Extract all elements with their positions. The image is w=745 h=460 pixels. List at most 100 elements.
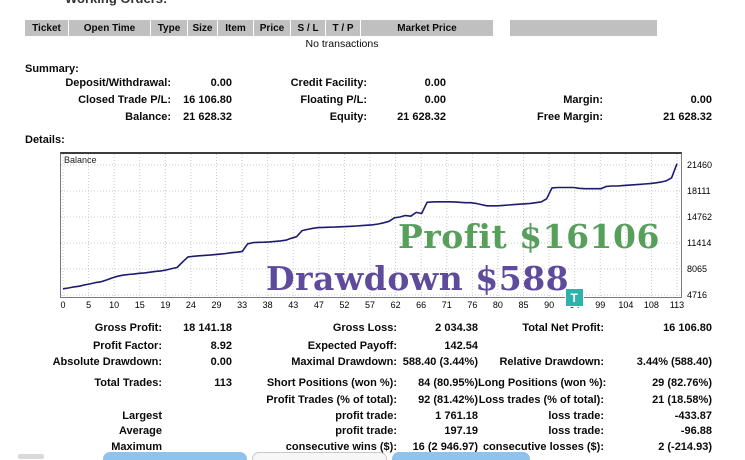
- stat-value: 0.00: [210, 356, 232, 368]
- summary-value: 21 628.32: [183, 111, 232, 123]
- summary-label: Credit Facility:: [290, 77, 367, 89]
- col-market-price: Market Price: [361, 20, 493, 36]
- summary-value: 0.00: [424, 94, 446, 106]
- x-tick-label: 80: [492, 300, 503, 310]
- no-transactions-message: No transactions: [305, 38, 379, 50]
- x-tick-label: 113: [669, 300, 685, 310]
- x-tick-label: 47: [313, 300, 324, 310]
- balance-chart-plot: [61, 154, 681, 297]
- stat-value: 16 (2 946.97): [412, 441, 478, 453]
- col-type: Type: [151, 20, 187, 36]
- stat-value: 84 (80.95%): [418, 377, 478, 389]
- summary-value: 0.00: [210, 77, 232, 89]
- stat-value: 142.54: [444, 340, 478, 352]
- x-tick-label: 15: [134, 300, 145, 310]
- stat-value: -433.87: [674, 410, 712, 422]
- summary-row: Closed Trade P/L: 16 106.80 Floating P/L…: [25, 94, 712, 107]
- summary-row: Balance: 21 628.32 Equity: 21 628.32 Fre…: [25, 111, 712, 124]
- y-tick-label: 14762: [687, 212, 713, 222]
- col-item: Item: [218, 20, 253, 36]
- summary-value: 21 628.32: [663, 111, 712, 123]
- col-price: Price: [254, 20, 290, 36]
- stats-row: Maximum consecutive wins ($): 16 (2 946.…: [25, 441, 712, 454]
- stats-row: Total Trades: 113 Short Positions (won %…: [25, 377, 712, 390]
- chart-series-label: Balance: [64, 155, 97, 165]
- toolbar-button-1[interactable]: [103, 452, 247, 460]
- stat-value: 16 106.80: [663, 322, 712, 334]
- summary-label: Margin:: [563, 94, 603, 106]
- stat-label: consecutive losses ($):: [482, 441, 604, 453]
- stat-label: Maximum: [111, 441, 162, 453]
- stat-value: [162, 394, 232, 407]
- stat-value: 588.40 (3.44%): [402, 356, 478, 368]
- x-tick-label: 19: [160, 300, 171, 310]
- x-tick-label: 104: [618, 300, 634, 310]
- stat-value: 113: [214, 377, 232, 389]
- x-tick-label: 33: [237, 300, 248, 310]
- x-tick-label: 0: [60, 300, 66, 310]
- y-tick-label: 11414: [687, 237, 712, 248]
- stat-label: [25, 394, 162, 407]
- stat-label: Maximal Drawdown:: [291, 356, 397, 368]
- stat-label: profit trade:: [335, 410, 397, 422]
- stat-label: Loss trades (% of total):: [478, 394, 604, 406]
- stat-value: 3.44% (588.40): [636, 356, 712, 368]
- stat-value: -96.88: [680, 425, 712, 437]
- stat-label: Gross Profit:: [94, 322, 162, 334]
- orders-table-header: Ticket Open Time Type Size Item Price S …: [25, 20, 657, 36]
- stat-value: [604, 340, 712, 353]
- stat-label: Short Positions (won %):: [266, 377, 397, 389]
- col-empty: [510, 20, 657, 36]
- summary-label: Deposit/Withdrawal:: [65, 77, 171, 89]
- y-tick-label: 21460: [687, 160, 713, 170]
- stat-label: Profit Factor:: [92, 340, 162, 352]
- summary-value: 0.00: [424, 77, 446, 89]
- stat-label: Average: [118, 425, 162, 437]
- stat-label: Expected Payoff:: [307, 340, 397, 352]
- stat-label: loss trade:: [548, 425, 604, 437]
- summary-row: Deposit/Withdrawal: 0.00 Credit Facility…: [25, 77, 712, 90]
- stat-value: 18 141.18: [183, 322, 232, 334]
- details-heading: Details:: [25, 134, 65, 146]
- x-tick-label: 99: [595, 300, 606, 310]
- toolbar-button-2[interactable]: [252, 452, 387, 460]
- summary-label: Equity:: [329, 111, 367, 123]
- stat-label: Largest: [122, 410, 162, 422]
- stat-value: 2 (-214.93): [658, 441, 712, 453]
- col-size: Size: [188, 20, 217, 36]
- col-tp: T / P: [326, 20, 360, 36]
- stat-label: [478, 340, 604, 353]
- stat-label: Long Positions (won %):: [478, 377, 607, 389]
- stats-row: Largest profit trade: 1 761.18 loss trad…: [25, 410, 712, 423]
- x-tick-label: 85: [518, 300, 529, 310]
- y-tick-label: 8065: [687, 263, 708, 274]
- toolbar-button-3[interactable]: [392, 452, 530, 460]
- summary-value: 16 106.80: [183, 94, 232, 106]
- stat-label: consecutive wins ($):: [285, 441, 397, 453]
- stat-label: Total Trades:: [94, 377, 162, 389]
- x-tick-label: 108: [643, 300, 659, 310]
- x-tick-label: 24: [185, 300, 196, 310]
- x-tick-label: 71: [441, 300, 452, 310]
- summary-label: Balance:: [125, 111, 171, 123]
- x-tick-label: 66: [416, 300, 427, 310]
- stats-row: Gross Profit: 18 141.18 Gross Loss: 2 03…: [25, 322, 712, 335]
- y-tick-label: 18111: [687, 186, 711, 196]
- x-tick-label: 10: [109, 300, 120, 310]
- summary-value: [603, 77, 712, 90]
- summary-value: 21 628.32: [397, 111, 446, 123]
- stats-row: Profit Trades (% of total): 92 (81.42%) …: [25, 394, 712, 407]
- balance-curve: [62, 163, 678, 290]
- stat-value: 2 034.38: [435, 322, 478, 334]
- stat-label: Total Net Profit:: [522, 322, 604, 334]
- stat-label: loss trade:: [548, 410, 604, 422]
- text-tool-icon[interactable]: T: [564, 288, 584, 307]
- x-tick-label: 5: [86, 300, 92, 310]
- summary-heading: Summary:: [25, 63, 79, 75]
- stat-value: 29 (82.76%): [652, 377, 712, 389]
- stat-value: 21 (18.58%): [652, 394, 712, 406]
- summary-label: Floating P/L:: [300, 94, 367, 106]
- stat-value: 8.92: [210, 340, 232, 352]
- drawdown-annotation: Drawdown $588: [266, 259, 570, 298]
- col-sl: S / L: [291, 20, 325, 36]
